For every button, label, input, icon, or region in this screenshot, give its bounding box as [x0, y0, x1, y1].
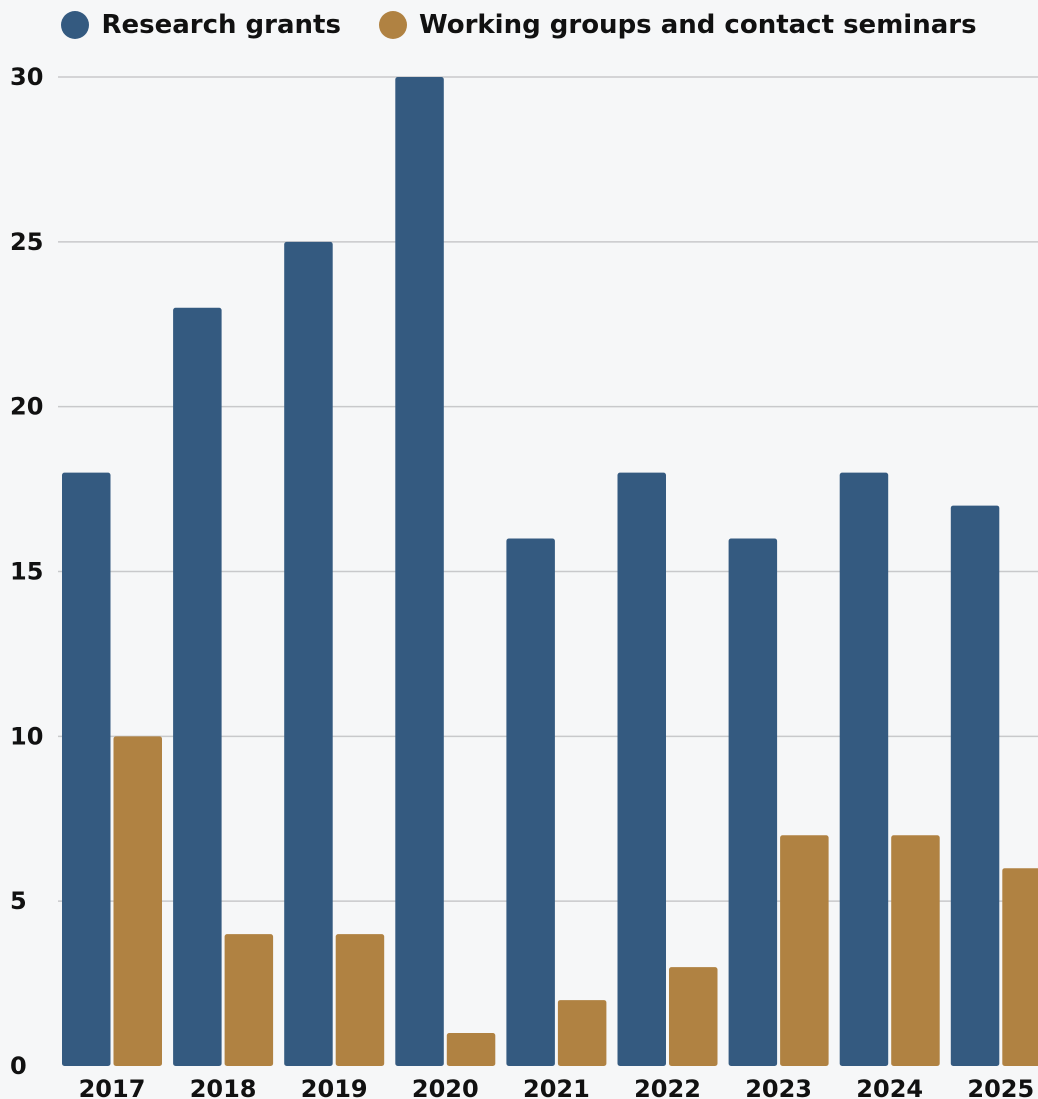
y-tick-label: 30	[10, 63, 43, 91]
bar-research-grants-2018[interactable]	[173, 307, 222, 1066]
y-tick-label: 10	[10, 722, 43, 750]
bar-research-grants-2020[interactable]	[395, 77, 444, 1066]
x-tick-label-2017: 2017	[79, 1075, 146, 1099]
legend-label-research-grants: Research grants	[101, 10, 341, 40]
x-tick-label-2023: 2023	[745, 1075, 812, 1099]
y-tick-label: 0	[10, 1052, 27, 1080]
bar-research-grants-2024[interactable]	[839, 472, 889, 1067]
bar-working-groups-2022[interactable]	[669, 967, 718, 1066]
legend-item-working-groups[interactable]: Working groups and contact seminars	[378, 10, 977, 40]
bar-working-groups-2017[interactable]	[113, 736, 163, 1066]
bar-working-groups-2018[interactable]	[224, 934, 274, 1066]
bar-working-groups-2020[interactable]	[446, 1033, 496, 1066]
y-tick-label: 5	[10, 887, 27, 915]
bar-working-groups-2019[interactable]	[335, 934, 385, 1066]
bar-research-grants-2017[interactable]	[62, 472, 111, 1067]
x-tick-label-2020: 2020	[412, 1075, 479, 1099]
x-tick-label-2024: 2024	[856, 1075, 923, 1099]
bar-working-groups-2024[interactable]	[891, 835, 940, 1066]
bar-research-grants-2023[interactable]	[728, 538, 778, 1066]
bar-working-groups-2025[interactable]	[1002, 868, 1038, 1066]
bar-research-grants-2022[interactable]	[617, 472, 667, 1067]
bar-research-grants-2019[interactable]	[284, 241, 333, 1067]
bar-working-groups-2023[interactable]	[780, 835, 829, 1066]
y-tick-label: 15	[10, 558, 43, 586]
bar-research-grants-2025[interactable]	[950, 505, 1000, 1067]
legend-swatch-working-groups	[378, 11, 407, 39]
legend-swatch-research-grants	[61, 11, 90, 39]
y-tick-label: 25	[10, 228, 43, 256]
x-tick-label-2019: 2019	[301, 1075, 368, 1099]
x-tick-label-2018: 2018	[190, 1075, 257, 1099]
bar-working-groups-2021[interactable]	[557, 1000, 607, 1066]
x-tick-label-2025: 2025	[967, 1075, 1034, 1099]
legend-item-research-grants[interactable]: Research grants	[61, 10, 341, 40]
x-tick-label-2022: 2022	[634, 1075, 701, 1099]
bar-research-grants-2021[interactable]	[506, 538, 555, 1066]
legend-label-working-groups: Working groups and contact seminars	[418, 10, 977, 40]
chart-legend: Research grants Working groups and conta…	[0, 10, 1038, 40]
y-tick-label: 20	[10, 393, 43, 421]
x-tick-label-2021: 2021	[523, 1075, 590, 1099]
